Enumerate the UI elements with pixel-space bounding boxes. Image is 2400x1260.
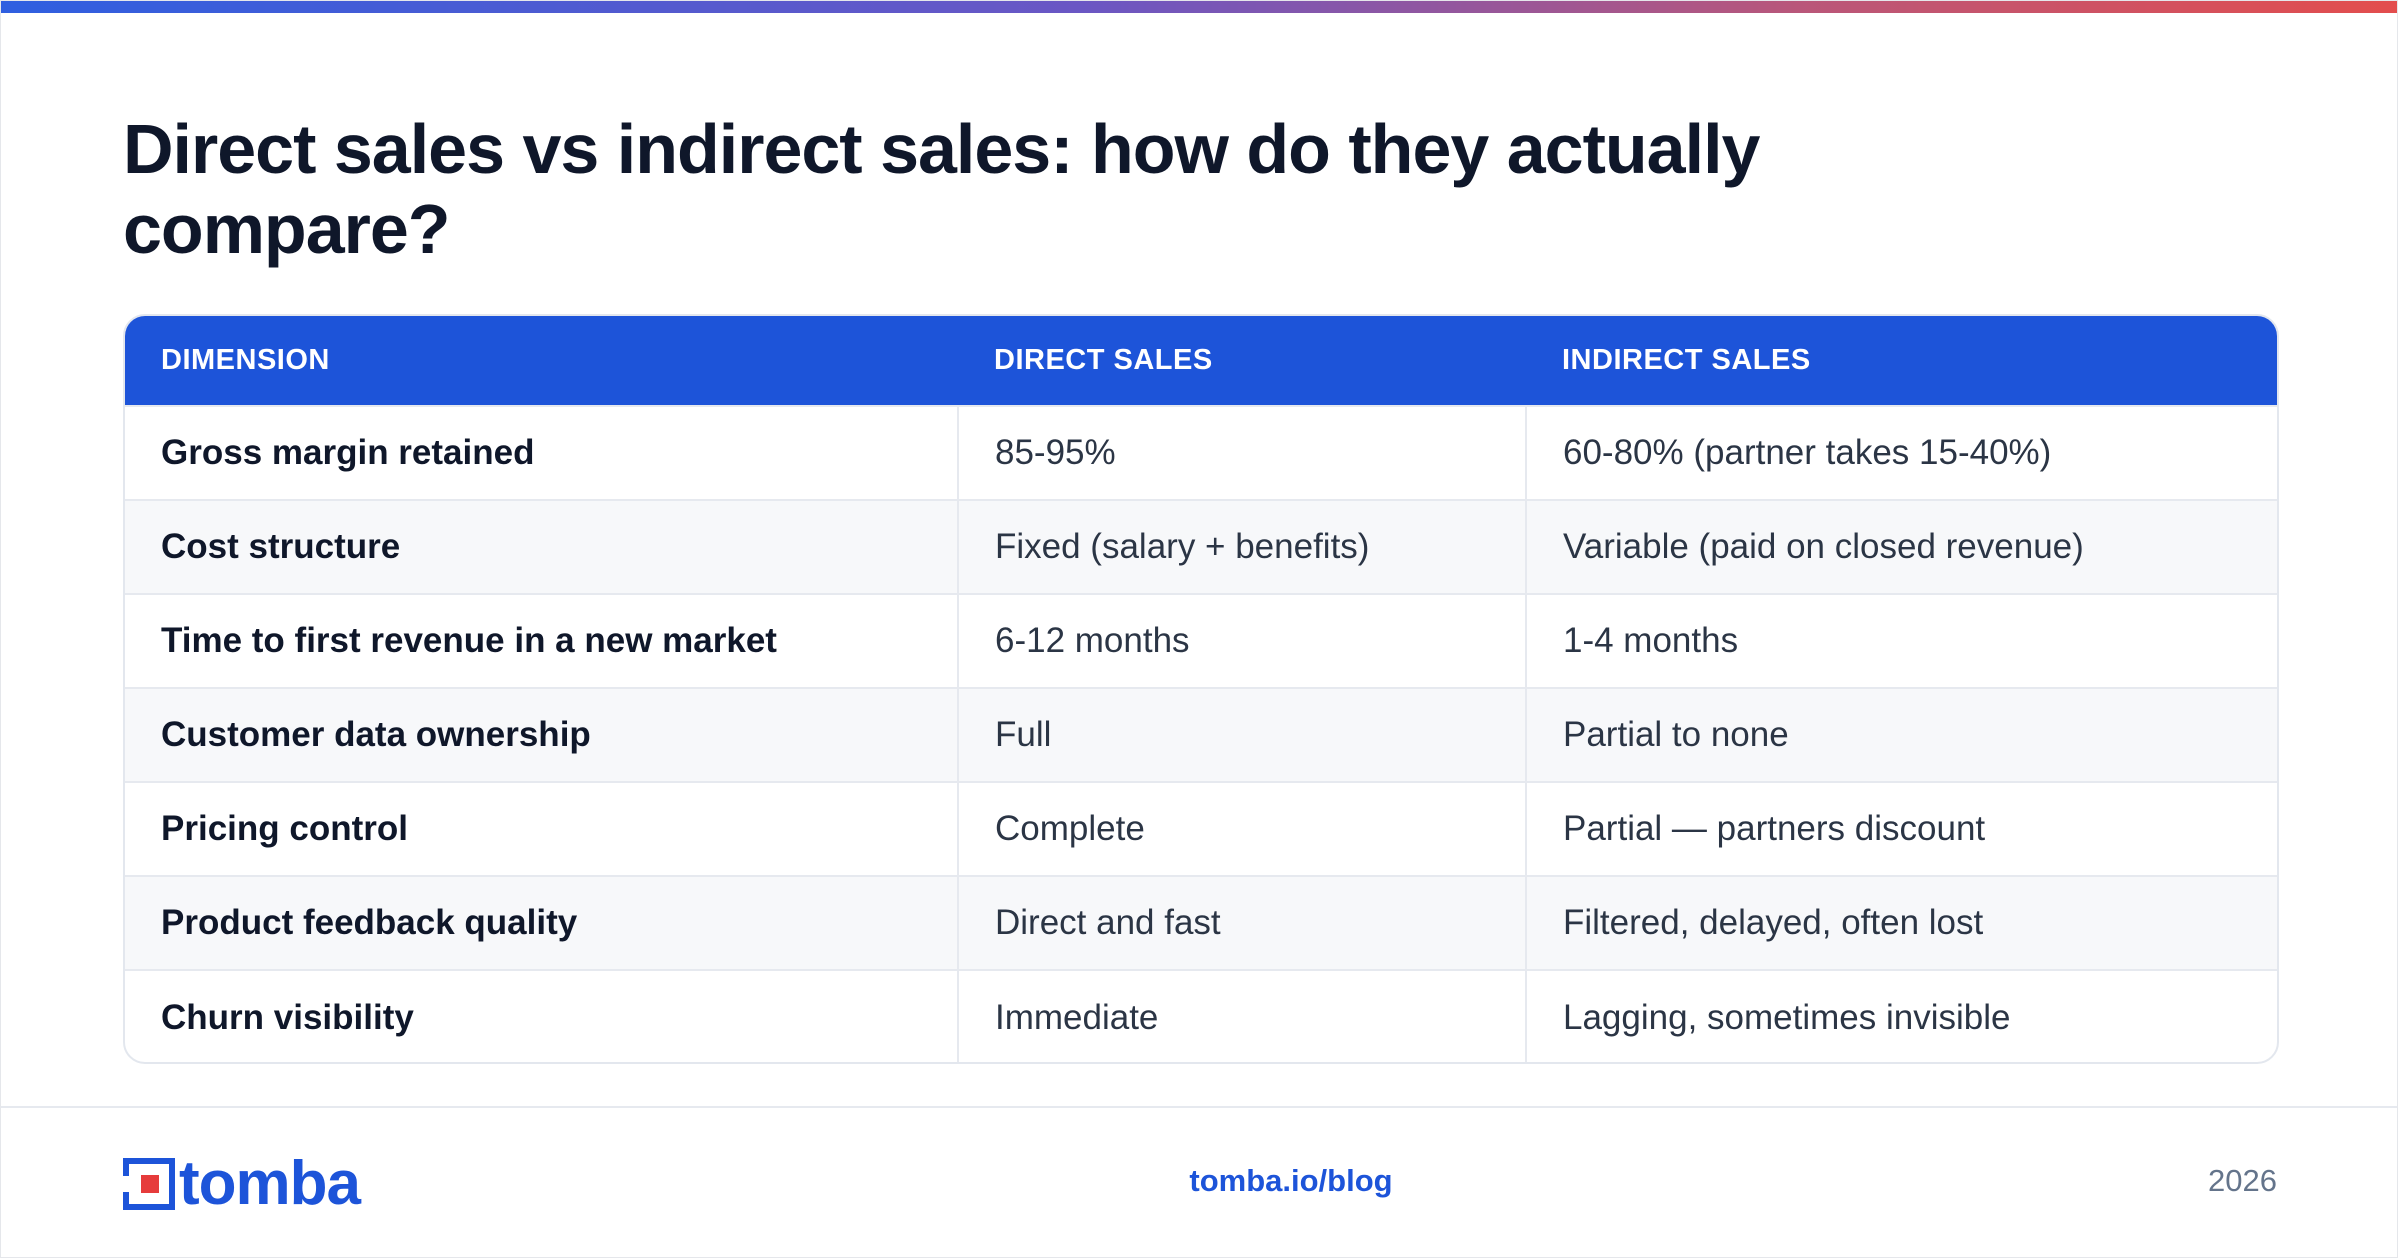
table-row: Customer data ownership Full Partial to … bbox=[125, 687, 2277, 782]
row-direct-cell: Fixed (salary + benefits) bbox=[957, 499, 1526, 594]
row-indirect-cell: Partial to none bbox=[1525, 687, 2277, 782]
header-direct-sales: DIRECT SALES bbox=[994, 344, 1213, 376]
row-direct-cell: 85-95% bbox=[957, 405, 1526, 500]
logo-wordmark: tomba bbox=[179, 1149, 361, 1218]
row-direct-cell: Immediate bbox=[957, 969, 1526, 1062]
row-indirect-cell: 60-80% (partner takes 15-40%) bbox=[1525, 405, 2277, 500]
table-row: Pricing control Complete Partial — partn… bbox=[125, 781, 2277, 876]
header-indirect-sales: INDIRECT SALES bbox=[1562, 344, 1811, 376]
row-direct-cell: Full bbox=[957, 687, 1526, 782]
row-indirect-cell: Lagging, sometimes invisible bbox=[1525, 969, 2277, 1062]
table-header-row: DIMENSION DIRECT SALES INDIRECT SALES bbox=[125, 316, 2277, 406]
row-dimension-cell: Churn visibility bbox=[125, 969, 958, 1062]
tomba-logo-icon bbox=[123, 1158, 175, 1210]
table-row: Gross margin retained 85-95% 60-80% (par… bbox=[125, 405, 2277, 500]
footer-year: 2026 bbox=[2208, 1163, 2277, 1198]
table-row: Cost structure Fixed (salary + benefits)… bbox=[125, 499, 2277, 594]
row-dimension-cell: Pricing control bbox=[125, 781, 958, 876]
blog-link[interactable]: tomba.io/blog bbox=[1189, 1163, 1393, 1198]
table-header: DIMENSION DIRECT SALES INDIRECT SALES bbox=[125, 316, 2277, 406]
row-direct-cell: 6-12 months bbox=[957, 593, 1526, 688]
row-dimension-cell: Gross margin retained bbox=[125, 405, 958, 500]
row-dimension-cell: Customer data ownership bbox=[125, 687, 958, 782]
row-dimension-cell: Time to first revenue in a new market bbox=[125, 593, 958, 688]
top-gradient-bar bbox=[1, 1, 2397, 13]
row-indirect-cell: 1-4 months bbox=[1525, 593, 2277, 688]
row-indirect-cell: Variable (paid on closed revenue) bbox=[1525, 499, 2277, 594]
comparison-table: DIMENSION DIRECT SALES INDIRECT SALES Gr… bbox=[125, 316, 2277, 1062]
table-body: Gross margin retained 85-95% 60-80% (par… bbox=[125, 405, 2277, 1062]
footer-divider bbox=[1, 1106, 2397, 1108]
page-title: Direct sales vs indirect sales: how do t… bbox=[123, 110, 1760, 268]
row-dimension-cell: Product feedback quality bbox=[125, 875, 958, 970]
header-dimension: DIMENSION bbox=[161, 344, 330, 376]
tomba-logo[interactable]: tomba bbox=[123, 1149, 361, 1218]
table-row: Time to first revenue in a new market 6-… bbox=[125, 593, 2277, 688]
row-direct-cell: Complete bbox=[957, 781, 1526, 876]
row-indirect-cell: Filtered, delayed, often lost bbox=[1525, 875, 2277, 970]
row-indirect-cell: Partial — partners discount bbox=[1525, 781, 2277, 876]
table-row: Churn visibility Immediate Lagging, some… bbox=[125, 969, 2277, 1062]
row-dimension-cell: Cost structure bbox=[125, 499, 958, 594]
table-row: Product feedback quality Direct and fast… bbox=[125, 875, 2277, 970]
row-direct-cell: Direct and fast bbox=[957, 875, 1526, 970]
comparison-table-container: DIMENSION DIRECT SALES INDIRECT SALES Gr… bbox=[123, 314, 2279, 1064]
